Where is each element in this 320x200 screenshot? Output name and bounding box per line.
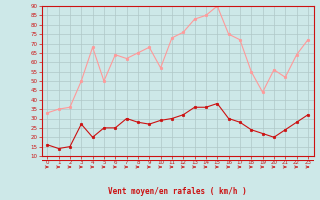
Text: Vent moyen/en rafales ( km/h ): Vent moyen/en rafales ( km/h ) — [108, 187, 247, 196]
